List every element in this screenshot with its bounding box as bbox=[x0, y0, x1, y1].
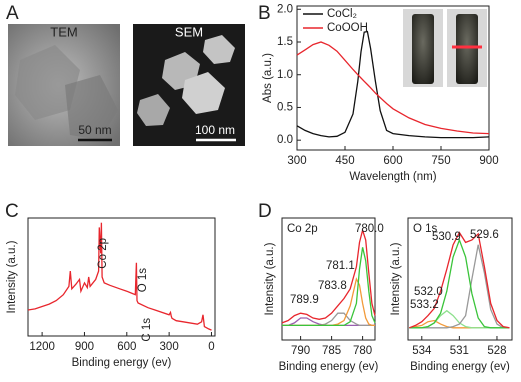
x-tick-label: 528 bbox=[487, 345, 506, 357]
peak-annotation: 789.9 bbox=[290, 294, 319, 306]
series-line bbox=[296, 30, 490, 139]
y-tick-label: 0.5 bbox=[277, 101, 293, 113]
tem-particle bbox=[65, 75, 118, 140]
x-axis-label: Binding energy (ev) bbox=[410, 361, 510, 373]
peak-annotation: C 1s bbox=[141, 318, 153, 342]
panel-subtitle: Co 2p bbox=[287, 223, 318, 235]
peak-annotation: 783.8 bbox=[318, 280, 347, 292]
series-line bbox=[296, 41, 490, 135]
x-axis-label: Wavelength (nm) bbox=[349, 171, 436, 183]
peak-annotation: 781.1 bbox=[326, 260, 355, 272]
y-axis-label: Abs (a.u.) bbox=[262, 53, 274, 103]
vial bbox=[412, 14, 434, 84]
tem-particle bbox=[15, 45, 80, 120]
x-tick-label: 534 bbox=[412, 345, 432, 357]
legend-label: CoOOH bbox=[327, 22, 368, 34]
x-tick-label: 900 bbox=[479, 155, 498, 167]
series-line bbox=[282, 247, 376, 327]
x-tick-label: 1200 bbox=[29, 341, 55, 353]
peak-annotation: 529.6 bbox=[470, 229, 499, 241]
series-line bbox=[409, 231, 510, 329]
vial bbox=[456, 14, 478, 84]
y-tick-label: 2.0 bbox=[277, 3, 293, 15]
image-label: TEM bbox=[50, 24, 77, 39]
y-axis-label: Intensity (a.u.) bbox=[264, 242, 276, 315]
peak-annotation: 533.2 bbox=[410, 299, 439, 311]
panel-subtitle: O 1s bbox=[413, 223, 438, 235]
panel-letter: D bbox=[258, 201, 272, 222]
image-label: SEM bbox=[175, 24, 203, 39]
scale-bar-label: 100 nm bbox=[195, 123, 235, 137]
x-tick-label: 780 bbox=[353, 345, 372, 357]
x-tick-label: 450 bbox=[335, 155, 354, 167]
plot-frame bbox=[407, 217, 513, 341]
peak-annotation: 530.9 bbox=[432, 231, 461, 243]
plot-frame bbox=[27, 217, 216, 337]
y-axis-label: Intensity (a.u.) bbox=[6, 240, 18, 313]
x-axis-label: Binding energy (ev) bbox=[72, 357, 172, 369]
sem-particle bbox=[203, 35, 235, 64]
panel-letter: C bbox=[5, 201, 19, 222]
plot-frame bbox=[281, 217, 376, 341]
y-tick-label: 1.5 bbox=[277, 36, 293, 48]
x-tick-label: 600 bbox=[383, 155, 402, 167]
x-tick-label: 300 bbox=[160, 341, 179, 353]
x-tick-label: 531 bbox=[450, 345, 469, 357]
x-axis-label: Binding energy (ev) bbox=[279, 361, 379, 373]
peak-annotation: O 1s bbox=[137, 268, 149, 293]
x-tick-label: 0 bbox=[208, 341, 214, 353]
sem-particle bbox=[137, 94, 170, 126]
series-line bbox=[409, 244, 510, 329]
scale-bar-label: 50 nm bbox=[78, 123, 111, 137]
y-axis-label: Intensity (a.u.) bbox=[390, 242, 402, 315]
peak-annotation: 532.0 bbox=[414, 286, 443, 298]
legend-label: CoCl₂ bbox=[327, 8, 357, 20]
peak-annotation: Co 2p bbox=[97, 238, 109, 269]
panel-letter: A bbox=[6, 3, 19, 24]
panel-letter: B bbox=[258, 3, 271, 24]
x-tick-label: 785 bbox=[322, 345, 341, 357]
series-line bbox=[409, 238, 510, 329]
x-tick-label: 900 bbox=[75, 341, 94, 353]
x-tick-label: 790 bbox=[291, 345, 310, 357]
y-tick-label: 1.0 bbox=[277, 69, 293, 81]
x-tick-label: 600 bbox=[117, 341, 136, 353]
x-tick-label: 300 bbox=[287, 155, 306, 167]
y-tick-label: 0.0 bbox=[277, 134, 293, 146]
series-line bbox=[281, 227, 376, 324]
peak-annotation: 780.0 bbox=[355, 223, 384, 235]
sem-particle bbox=[182, 72, 225, 114]
series-line bbox=[27, 222, 212, 331]
x-tick-label: 750 bbox=[431, 155, 450, 167]
